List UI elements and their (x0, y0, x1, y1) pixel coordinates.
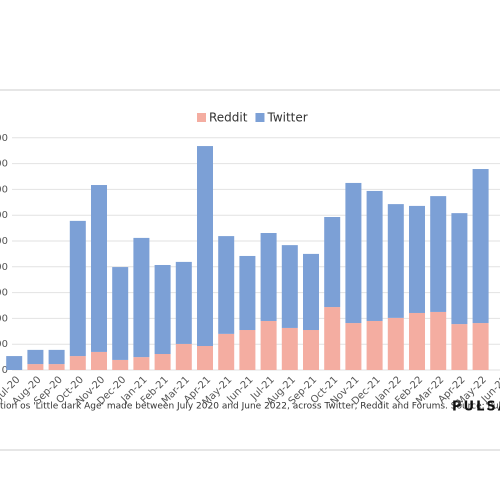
bar-segment (430, 196, 447, 312)
bar-segment (197, 146, 213, 347)
bar-segment (345, 182, 362, 324)
bar-segment (387, 317, 404, 370)
bar-segment (239, 255, 256, 331)
bar-segment (48, 364, 65, 370)
bar-segment (260, 320, 277, 370)
y-tick-label: 700 (0, 184, 8, 195)
bar-segment (409, 312, 425, 370)
y-tick-label: 500 (0, 236, 8, 247)
y-tick-label: 200 (0, 313, 8, 324)
bar-segment (175, 261, 192, 344)
bar-segment (112, 359, 129, 370)
legend-label: Reddit (209, 111, 248, 125)
bar-segment (303, 253, 319, 331)
bar-segment (409, 205, 425, 313)
bar-segment (218, 333, 235, 370)
bar-segment (472, 169, 489, 324)
bar-segment (27, 364, 44, 370)
bar-segment (260, 233, 277, 321)
bar-segment (451, 324, 468, 370)
bar-segment (27, 349, 44, 365)
bar-segment (324, 307, 341, 370)
caption: tion os 'Little dark Age' made between J… (0, 402, 500, 412)
bar-segment (6, 356, 23, 370)
bar-segment (133, 237, 150, 358)
bar-segment (91, 351, 107, 370)
bar-segment (472, 323, 489, 370)
bar-segment (48, 349, 65, 365)
bar-segment (451, 213, 468, 325)
bar-segment (239, 330, 256, 370)
bar-segment (112, 267, 129, 360)
brand: PULSAR (452, 400, 500, 415)
y-tick-label: 100 (0, 339, 8, 350)
legend-swatch (255, 113, 265, 122)
bar-segment (345, 323, 362, 370)
y-tick-label: 900 (0, 133, 8, 144)
y-tick-label: 600 (0, 210, 8, 221)
bar-segment (281, 245, 298, 328)
legend-label: Twitter (266, 111, 307, 125)
legend-swatch (197, 113, 206, 122)
bar-segment (387, 204, 404, 318)
bar-segment (91, 185, 107, 352)
y-tick-label: 0 (2, 365, 8, 376)
bar-segment (154, 354, 171, 370)
bar-segment (430, 311, 447, 370)
bar-segment (303, 330, 319, 370)
bar-segment (366, 320, 383, 370)
bar-segment (281, 327, 298, 370)
bar-segment (154, 264, 171, 355)
y-tick-label: 400 (0, 262, 8, 273)
bar-segment (133, 357, 150, 370)
bar-segment (324, 217, 341, 308)
bar-segment (218, 236, 235, 334)
bar-segment (69, 356, 86, 370)
y-tick-label: 800 (0, 159, 8, 170)
bar-segment (175, 343, 192, 370)
bar-segment (69, 220, 86, 357)
bar-segment (197, 346, 213, 370)
bar-segment (366, 190, 383, 321)
y-tick-label: 300 (0, 288, 8, 299)
